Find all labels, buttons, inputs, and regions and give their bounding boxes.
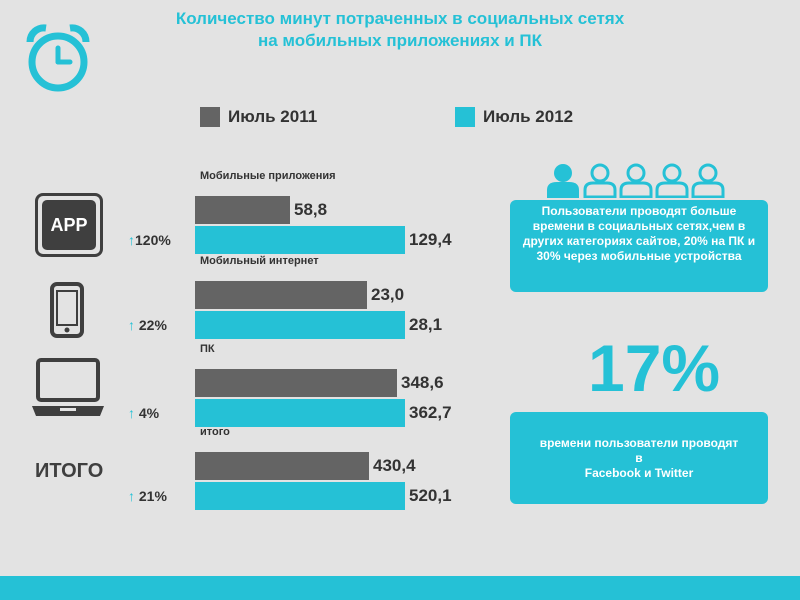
card2-line-3: Facebook и Twitter xyxy=(584,466,694,480)
data-label-2012: 28,1 xyxy=(409,315,443,334)
bar-2012 xyxy=(195,482,405,510)
title-line-2: на мобильных приложениях и ПК xyxy=(257,31,543,50)
up-arrow-icon: ↑ xyxy=(128,488,135,504)
growth-indicator: ↑ 4% xyxy=(128,405,159,421)
bar-2011 xyxy=(195,281,367,309)
info-card-social: Пользователи проводят больше времени в с… xyxy=(510,200,768,292)
up-arrow-icon: ↑ xyxy=(128,405,135,421)
legend-item-2012: Июль 2012 xyxy=(455,106,573,128)
legend-swatch-2011 xyxy=(200,107,220,127)
info-card-facebook-twitter: времени пользователи проводят в Facebook… xyxy=(510,412,768,504)
growth-indicator: ↑120% xyxy=(128,232,171,248)
legend-swatch-2012 xyxy=(455,107,475,127)
legend-label-2012: Июль 2012 xyxy=(483,107,574,126)
category-label: Мобильные приложения xyxy=(200,170,336,182)
laptop-icon xyxy=(32,358,104,416)
bar-2012 xyxy=(195,399,405,427)
bar-2011 xyxy=(195,452,369,480)
card2-line-1: времени пользователи проводят xyxy=(539,436,739,450)
card2-line-2: в xyxy=(635,451,643,465)
data-label-2011: 348,6 xyxy=(401,373,444,392)
growth-indicator: ↑ 21% xyxy=(128,488,167,504)
data-label-2012: 520,1 xyxy=(409,486,452,505)
users-icon xyxy=(547,163,725,198)
data-label-2011: 58,8 xyxy=(294,200,328,219)
category-label: итого xyxy=(200,426,230,438)
growth-value: 120% xyxy=(135,232,171,248)
bar-2011 xyxy=(195,369,397,397)
title-line-1: Количество минут потраченных в социальны… xyxy=(175,9,625,28)
growth-value: 4% xyxy=(135,405,160,421)
bar-2012 xyxy=(195,226,405,254)
bar-2011 xyxy=(195,196,290,224)
growth-indicator: ↑ 22% xyxy=(128,317,167,333)
big-percent: 17% xyxy=(588,331,721,405)
data-label-2011: 430,4 xyxy=(373,456,416,475)
up-arrow-icon: ↑ xyxy=(128,232,135,248)
growth-value: 21% xyxy=(135,488,167,504)
legend-label-2011: Июль 2011 xyxy=(228,107,318,126)
category-label: ПК xyxy=(200,343,215,355)
page-title: Количество минут потраченных в социальны… xyxy=(130,8,670,52)
smartphone-icon xyxy=(50,282,84,338)
total-label: ИТОГО xyxy=(35,460,104,482)
app-icon-text: APP xyxy=(42,200,96,250)
user-figure-outlines xyxy=(583,163,725,198)
up-arrow-icon: ↑ xyxy=(128,317,135,333)
bar-2012 xyxy=(195,311,405,339)
data-label-2011: 23,0 xyxy=(371,285,405,304)
legend-item-2011: Июль 2011 xyxy=(200,106,317,128)
alarm-clock-icon xyxy=(26,24,90,92)
category-label: Мобильный интернет xyxy=(200,255,319,267)
app-icon: APP xyxy=(35,193,103,257)
data-label-2012: 129,4 xyxy=(409,230,452,249)
bottom-strip xyxy=(0,576,800,600)
growth-value: 22% xyxy=(135,317,167,333)
data-label-2012: 362,7 xyxy=(409,403,452,422)
user-figure-filled xyxy=(547,164,579,198)
